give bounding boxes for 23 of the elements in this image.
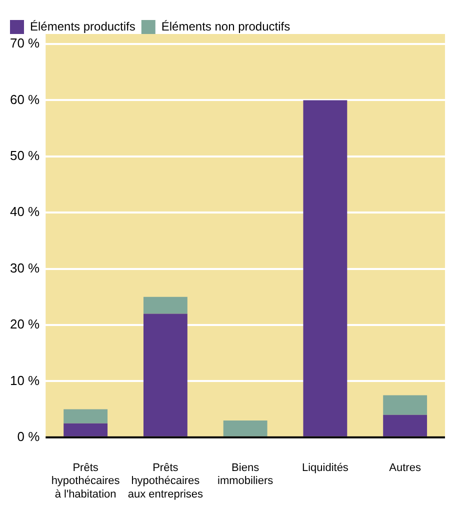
bar: [383, 395, 428, 415]
y-tick-label: 0 %: [17, 428, 40, 444]
y-tick-label: 20 %: [10, 316, 40, 332]
y-tick-label: 30 %: [10, 260, 40, 276]
bar: [383, 414, 428, 436]
bar: [303, 100, 348, 436]
bar: [143, 314, 188, 436]
y-tick-label: 60 %: [10, 92, 40, 107]
x-tick-label: Biens immobiliers: [218, 462, 274, 488]
bar: [64, 423, 108, 436]
bar: [143, 296, 188, 314]
x-tick-label: Prêts hypothécaires aux entreprises: [128, 462, 204, 500]
legend-label: Éléments productifs: [30, 19, 136, 34]
x-tick-label: Autres: [389, 462, 422, 474]
y-tick-label: 70 %: [10, 36, 40, 51]
y-tick-label: 10 %: [10, 372, 40, 388]
bar: [64, 409, 108, 424]
y-tick-label: 50 %: [10, 148, 40, 163]
x-tick-label: Prêts hypothécaires à l'habitation: [51, 462, 120, 500]
bar: [223, 420, 268, 436]
x-tick-label: Liquidités: [302, 462, 349, 474]
y-tick-label: 40 %: [10, 204, 40, 220]
legend-label: Éléments non productifs: [161, 19, 290, 34]
